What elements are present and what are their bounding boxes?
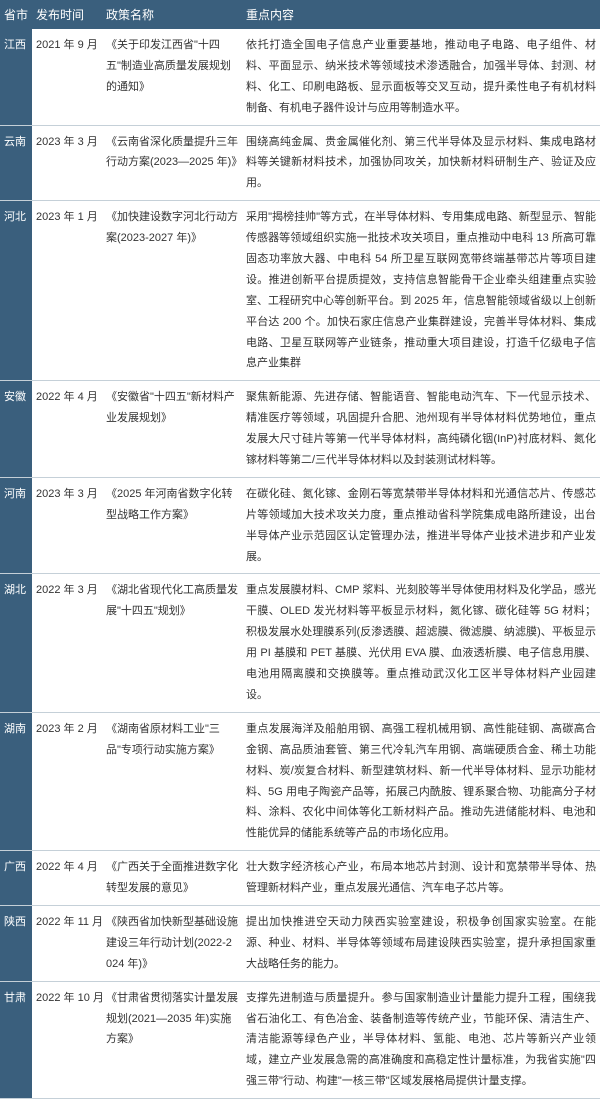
cell-date: 2023 年 3 月 [32, 125, 102, 201]
col-province: 省市 [0, 0, 32, 29]
table-body: 江西2021 年 9 月《关于印发江西省"十四五"制造业高质量发展规划的通知》依… [0, 29, 600, 1099]
cell-date: 2021 年 9 月 [32, 29, 102, 125]
table-row: 甘肃2022 年 10 月《甘肃省贯彻落实计量发展规划(2021—2035 年)… [0, 981, 600, 1098]
cell-province: 陕西 [0, 905, 32, 981]
table-row: 河北2023 年 1 月《加快建设数字河北行动方案(2023-2027 年)》采… [0, 201, 600, 381]
cell-content: 聚焦新能源、先进存储、智能语音、智能电动汽车、下一代显示技术、精准医疗等领域，巩… [242, 381, 600, 478]
cell-policy: 《陕西省加快新型基础设施建设三年行动计划(2022-2024 年)》 [102, 905, 242, 981]
cell-date: 2023 年 3 月 [32, 477, 102, 574]
cell-province: 广西 [0, 851, 32, 906]
cell-policy: 《关于印发江西省"十四五"制造业高质量发展规划的通知》 [102, 29, 242, 125]
table-row: 江西2021 年 9 月《关于印发江西省"十四五"制造业高质量发展规划的通知》依… [0, 29, 600, 125]
cell-province: 安徽 [0, 381, 32, 478]
cell-province: 河北 [0, 201, 32, 381]
cell-content: 重点发展海洋及船舶用钢、高强工程机械用钢、高性能硅钢、高碳高合金钢、高品质油套管… [242, 712, 600, 850]
table-row: 广西2022 年 4 月《广西关于全面推进数字化转型发展的意见》壮大数字经济核心… [0, 851, 600, 906]
col-content: 重点内容 [242, 0, 600, 29]
table-row: 河南2023 年 3 月《2025 年河南省数字化转型战略工作方案》在碳化硅、氮… [0, 477, 600, 574]
table-row: 湖北2022 年 3 月《湖北省现代化工高质量发展"十四五"规划》重点发展膜材料… [0, 574, 600, 712]
cell-province: 河南 [0, 477, 32, 574]
cell-province: 湖南 [0, 712, 32, 850]
table-row: 陕西2022 年 11 月《陕西省加快新型基础设施建设三年行动计划(2022-2… [0, 905, 600, 981]
cell-province: 江西 [0, 29, 32, 125]
cell-date: 2022 年 10 月 [32, 981, 102, 1098]
table-row: 湖南2023 年 2 月《湖南省原材料工业"三品"专项行动实施方案》重点发展海洋… [0, 712, 600, 850]
cell-policy: 《湖北省现代化工高质量发展"十四五"规划》 [102, 574, 242, 712]
cell-province: 云南 [0, 125, 32, 201]
table-row: 云南2023 年 3 月《云南省深化质量提升三年行动方案(2023—2025 年… [0, 125, 600, 201]
cell-content: 围绕高纯金属、贵金属催化剂、第三代半导体及显示材料、集成电路材料等关键新材料技术… [242, 125, 600, 201]
cell-province: 甘肃 [0, 981, 32, 1098]
cell-policy: 《湖南省原材料工业"三品"专项行动实施方案》 [102, 712, 242, 850]
cell-date: 2022 年 11 月 [32, 905, 102, 981]
cell-content: 采用"揭榜挂帅"等方式，在半导体材料、专用集成电路、新型显示、智能传感器等领域组… [242, 201, 600, 381]
table-row: 安徽2022 年 4 月《安徽省"十四五"新材料产业发展规划》聚焦新能源、先进存… [0, 381, 600, 478]
cell-policy: 《广西关于全面推进数字化转型发展的意见》 [102, 851, 242, 906]
cell-policy: 《加快建设数字河北行动方案(2023-2027 年)》 [102, 201, 242, 381]
cell-content: 壮大数字经济核心产业，布局本地芯片封测、设计和宽禁带半导体、热管理新材料产业，重… [242, 851, 600, 906]
cell-content: 支撑先进制造与质量提升。参与国家制造业计量能力提升工程，围绕我省石油化工、有色冶… [242, 981, 600, 1098]
cell-province: 湖北 [0, 574, 32, 712]
cell-policy: 《云南省深化质量提升三年行动方案(2023—2025 年)》 [102, 125, 242, 201]
policy-table: 省市 发布时间 政策名称 重点内容 江西2021 年 9 月《关于印发江西省"十… [0, 0, 600, 1099]
cell-content: 依托打造全国电子信息产业重要基地，推动电子电路、电子组件、材料、平面显示、纳米技… [242, 29, 600, 125]
cell-content: 在碳化硅、氮化镓、金刚石等宽禁带半导体材料和光通信芯片、传感芯片等领域加大技术攻… [242, 477, 600, 574]
col-date: 发布时间 [32, 0, 102, 29]
table-header-row: 省市 发布时间 政策名称 重点内容 [0, 0, 600, 29]
col-policy: 政策名称 [102, 0, 242, 29]
cell-date: 2022 年 3 月 [32, 574, 102, 712]
cell-date: 2023 年 1 月 [32, 201, 102, 381]
cell-content: 提出加快推进空天动力陕西实验室建设，积极争创国家实验室。在能源、种业、材料、半导… [242, 905, 600, 981]
cell-policy: 《2025 年河南省数字化转型战略工作方案》 [102, 477, 242, 574]
cell-date: 2023 年 2 月 [32, 712, 102, 850]
cell-policy: 《安徽省"十四五"新材料产业发展规划》 [102, 381, 242, 478]
cell-date: 2022 年 4 月 [32, 381, 102, 478]
cell-date: 2022 年 4 月 [32, 851, 102, 906]
cell-policy: 《甘肃省贯彻落实计量发展规划(2021—2035 年)实施方案》 [102, 981, 242, 1098]
cell-content: 重点发展膜材料、CMP 浆料、光刻胶等半导体使用材料及化学品，感光干膜、OLED… [242, 574, 600, 712]
